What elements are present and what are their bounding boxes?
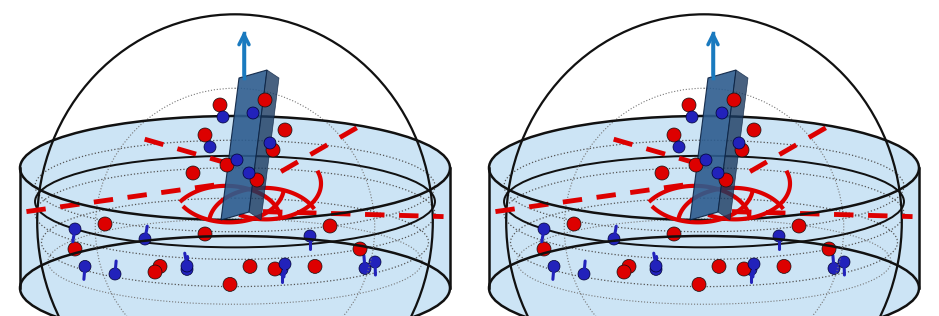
Circle shape bbox=[617, 265, 631, 279]
Circle shape bbox=[538, 223, 550, 235]
Circle shape bbox=[828, 262, 840, 274]
Circle shape bbox=[266, 143, 280, 157]
Polygon shape bbox=[489, 168, 919, 288]
Circle shape bbox=[712, 167, 724, 179]
Circle shape bbox=[68, 242, 82, 256]
Circle shape bbox=[217, 111, 229, 123]
Circle shape bbox=[109, 268, 121, 280]
Circle shape bbox=[667, 128, 681, 142]
Circle shape bbox=[369, 256, 381, 268]
Circle shape bbox=[792, 219, 806, 233]
Circle shape bbox=[247, 107, 259, 119]
Circle shape bbox=[278, 123, 292, 137]
Circle shape bbox=[716, 107, 728, 119]
Circle shape bbox=[773, 230, 785, 242]
Circle shape bbox=[735, 143, 749, 157]
Circle shape bbox=[700, 154, 712, 166]
Circle shape bbox=[181, 260, 193, 272]
Circle shape bbox=[673, 141, 685, 153]
Circle shape bbox=[98, 217, 112, 231]
Circle shape bbox=[353, 242, 367, 256]
Circle shape bbox=[250, 173, 264, 187]
Circle shape bbox=[148, 265, 162, 279]
Circle shape bbox=[213, 98, 227, 112]
Circle shape bbox=[712, 259, 726, 273]
Circle shape bbox=[231, 154, 243, 166]
Circle shape bbox=[181, 264, 193, 276]
Circle shape bbox=[139, 233, 151, 245]
Circle shape bbox=[777, 259, 791, 273]
Circle shape bbox=[198, 227, 212, 241]
Circle shape bbox=[359, 262, 371, 274]
Circle shape bbox=[258, 93, 272, 107]
Circle shape bbox=[220, 158, 234, 172]
Circle shape bbox=[578, 268, 590, 280]
Circle shape bbox=[323, 219, 337, 233]
Circle shape bbox=[204, 141, 216, 153]
Circle shape bbox=[655, 166, 669, 180]
Circle shape bbox=[198, 128, 212, 142]
Circle shape bbox=[276, 264, 288, 276]
Circle shape bbox=[308, 259, 322, 273]
Circle shape bbox=[243, 259, 257, 273]
Circle shape bbox=[223, 277, 237, 291]
Circle shape bbox=[608, 233, 620, 245]
Circle shape bbox=[279, 258, 291, 270]
Circle shape bbox=[69, 223, 81, 235]
Circle shape bbox=[745, 264, 757, 276]
Circle shape bbox=[733, 137, 745, 149]
Ellipse shape bbox=[20, 236, 450, 316]
Circle shape bbox=[537, 242, 551, 256]
Circle shape bbox=[737, 262, 751, 276]
Ellipse shape bbox=[489, 236, 919, 316]
Circle shape bbox=[268, 262, 282, 276]
Circle shape bbox=[264, 137, 276, 149]
Ellipse shape bbox=[489, 116, 919, 220]
Circle shape bbox=[748, 258, 760, 270]
Circle shape bbox=[243, 167, 255, 179]
Polygon shape bbox=[221, 70, 267, 220]
Ellipse shape bbox=[20, 116, 450, 220]
Polygon shape bbox=[718, 70, 748, 220]
Circle shape bbox=[682, 98, 696, 112]
Polygon shape bbox=[249, 70, 279, 220]
Circle shape bbox=[747, 123, 761, 137]
Circle shape bbox=[667, 227, 681, 241]
Polygon shape bbox=[20, 168, 450, 288]
Circle shape bbox=[692, 277, 706, 291]
Circle shape bbox=[838, 256, 850, 268]
Circle shape bbox=[822, 242, 836, 256]
Circle shape bbox=[650, 264, 662, 276]
Circle shape bbox=[689, 158, 703, 172]
Circle shape bbox=[727, 93, 741, 107]
Circle shape bbox=[719, 173, 733, 187]
Circle shape bbox=[548, 260, 560, 272]
Circle shape bbox=[567, 217, 581, 231]
Circle shape bbox=[79, 260, 91, 272]
Polygon shape bbox=[690, 70, 736, 220]
Circle shape bbox=[186, 166, 200, 180]
Circle shape bbox=[304, 230, 316, 242]
Circle shape bbox=[622, 259, 636, 273]
Circle shape bbox=[650, 260, 662, 272]
Circle shape bbox=[153, 259, 167, 273]
Circle shape bbox=[686, 111, 698, 123]
